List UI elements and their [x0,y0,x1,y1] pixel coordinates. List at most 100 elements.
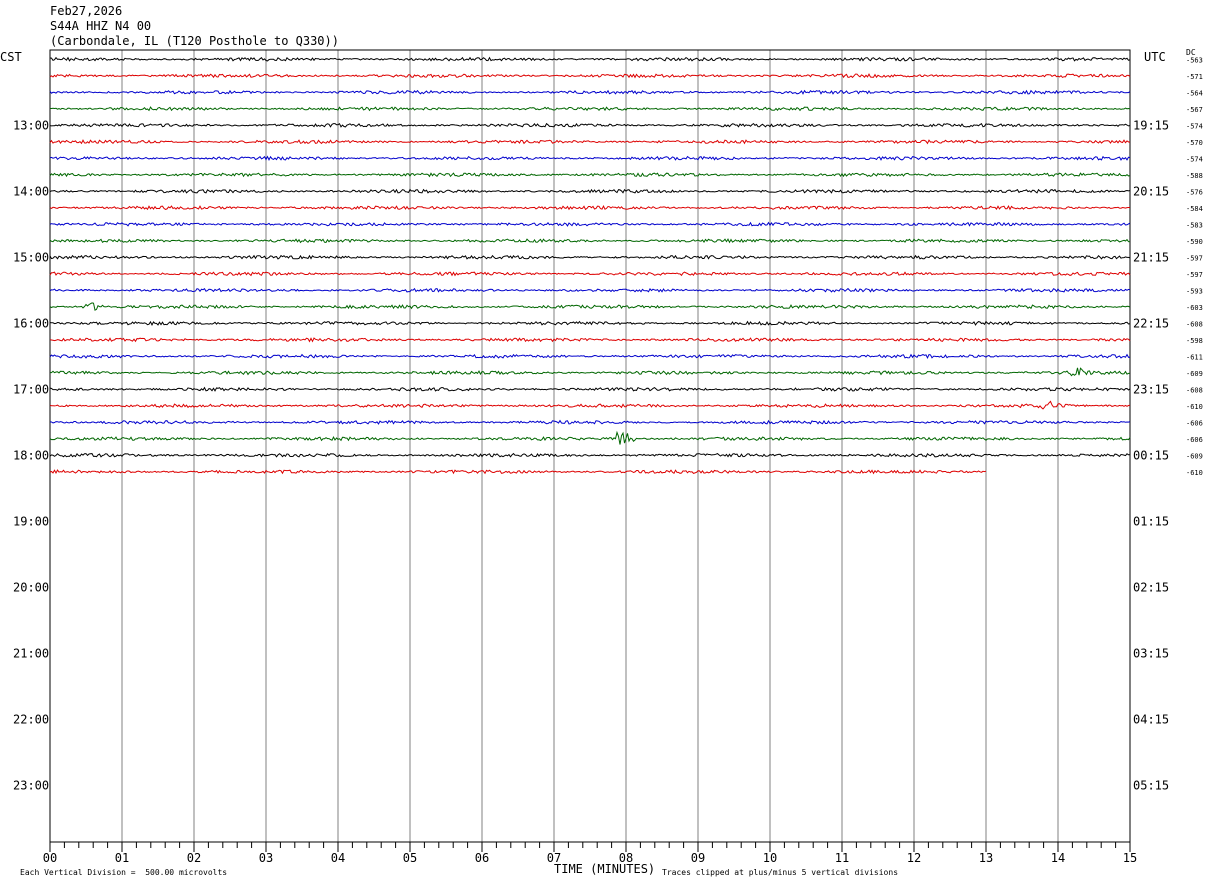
trace-row [49,56,1131,62]
left-hour-label: 17:00 [13,382,49,396]
dc-value: -608 [1186,320,1203,328]
dc-value: -567 [1186,106,1203,114]
x-tick-label: 15 [1123,851,1137,865]
dc-value: -588 [1186,172,1203,180]
dc-value: -564 [1186,89,1203,97]
left-hour-label: 16:00 [13,316,49,330]
dc-value: -570 [1186,139,1203,147]
trace-row [49,221,1131,227]
dc-value: -606 [1186,419,1203,427]
dc-value: -606 [1186,436,1203,444]
minute-grid [49,49,1131,843]
dc-value: -590 [1186,238,1203,246]
dc-value: -597 [1186,254,1203,262]
dc-value: -583 [1186,221,1203,229]
left-timezone-label: CST [0,50,22,64]
right-hour-label: 02:15 [1133,580,1169,594]
dc-value: -576 [1186,188,1203,196]
right-hour-label: 23:15 [1133,382,1169,396]
left-hour-label: 21:00 [13,646,49,660]
trace-row [49,89,1131,95]
dc-value: -610 [1186,403,1203,411]
dc-value: -598 [1186,337,1203,345]
x-axis-title: TIME (MINUTES) [554,862,656,876]
plot-frame [49,49,1131,843]
left-hour-label: 19:00 [13,514,49,528]
trace-row [49,320,1131,327]
right-hour-label: 01:15 [1133,514,1169,528]
trace-row [49,155,1131,161]
trace-group [49,56,1131,475]
right-hour-label: 00:15 [1133,448,1169,462]
dc-value: -608 [1186,386,1203,394]
clip-note: Traces clipped at plus/minus 5 vertical … [662,868,899,877]
left-hour-label: 18:00 [13,448,49,462]
row-labels: 13:00 14:00 15:00 16:00 17:00 18:00 19:00 20:00… [13,56,1203,792]
x-tick-label: 05 [403,851,417,865]
right-hour-label: 22:15 [1133,316,1169,330]
header-location: (Carbondale, IL (T120 Posthole to Q330)) [50,34,339,48]
x-tick-label: 10 [763,851,777,865]
dc-value: -610 [1186,469,1203,477]
trace-row [49,302,1131,311]
trace-row [49,204,1130,211]
x-tick-label: 06 [475,851,489,865]
right-hour-label: 03:15 [1133,646,1169,660]
trace-row [49,271,1131,277]
trace-row [49,73,1131,79]
trace-row [49,172,1131,178]
x-tick-label: 04 [331,851,345,865]
trace-row [49,254,1131,260]
dc-value: -609 [1186,452,1203,460]
trace-row [49,287,1131,293]
x-tick-label: 07 [547,851,561,865]
right-timezone-label: UTC [1144,50,1166,64]
x-tick-label: 11 [835,851,849,865]
trace-row [49,469,987,475]
time-axis: 00 01 02 03 04 05 06 07 08 09 10 11 12 13 14 15 [43,841,1137,865]
trace-row [49,337,1131,343]
right-hour-label: 05:15 [1133,778,1169,792]
header-station: S44A HHZ N4 00 [50,19,152,33]
trace-row [49,386,1131,392]
left-hour-label: 15:00 [13,250,49,264]
left-hour-label: 23:00 [13,778,49,792]
right-hour-label: 04:15 [1133,712,1169,726]
x-tick-label: 12 [907,851,921,865]
x-tick-label: 00 [43,851,57,865]
x-tick-label: 03 [259,851,273,865]
x-tick-label: 13 [979,851,993,865]
trace-row [49,353,1131,360]
trace-row [49,452,1130,458]
left-hour-label: 13:00 [13,118,49,132]
scale-note: Each Vertical Division = 500.00 microvol… [20,868,228,877]
dc-value: -603 [1186,304,1203,312]
trace-row [49,430,1131,445]
dc-value: -584 [1186,205,1203,213]
header-date: Feb27,2026 [50,4,123,18]
dc-label: DC [1186,48,1196,57]
dc-value: -611 [1186,353,1203,361]
dc-value: -574 [1186,155,1203,163]
trace-row [49,238,1131,244]
trace-row [49,139,1131,145]
dc-value: -574 [1186,122,1203,130]
trace-row [49,400,1131,410]
x-tick-label: 01 [115,851,129,865]
right-hour-label: 21:15 [1133,250,1169,264]
left-hour-label: 20:00 [13,580,49,594]
x-tick-label: 09 [691,851,705,865]
trace-row [49,419,1131,425]
trace-row [50,367,1131,377]
dc-value: -597 [1186,271,1203,279]
x-tick-label: 14 [1051,851,1065,865]
left-hour-label: 14:00 [13,184,49,198]
right-hour-label: 19:15 [1133,118,1169,132]
trace-row [49,122,1131,128]
trace-row [49,188,1131,194]
x-tick-label: 02 [187,851,201,865]
right-hour-label: 20:15 [1133,184,1169,198]
dc-value: -571 [1186,73,1203,81]
dc-value: -593 [1186,287,1203,295]
